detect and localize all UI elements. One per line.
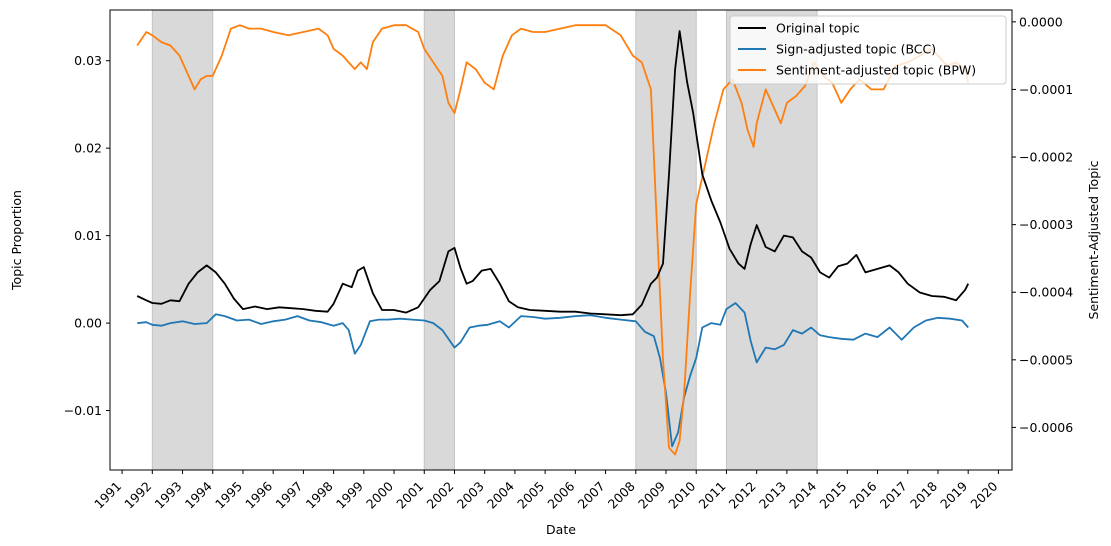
legend-label-2: Sentiment-adjusted topic (BPW) xyxy=(776,63,976,78)
x-tick-label: 1992 xyxy=(121,479,154,512)
series-line-1 xyxy=(137,302,969,448)
x-tick-label: 2005 xyxy=(514,479,547,512)
y-right-tick-label: −0.0001 xyxy=(1019,82,1073,97)
legend: Original topic Sign-adjusted topic (BCC) S… xyxy=(729,15,1007,85)
x-tick-label: 2012 xyxy=(726,479,759,512)
x-tick-label: 2016 xyxy=(847,478,880,511)
x-tick-label: 1997 xyxy=(272,479,305,512)
x-tick-label: 2004 xyxy=(484,478,517,511)
x-tick-label: 2017 xyxy=(877,479,910,512)
x-tick-label: 2019 xyxy=(937,478,970,511)
legend-box xyxy=(729,15,1007,85)
y-left-tick-label: 0.00 xyxy=(74,316,102,331)
y-left-tick-label: 0.01 xyxy=(74,228,102,243)
x-tick-label: 1998 xyxy=(303,478,336,511)
y-right-tick-label: −0.0006 xyxy=(1019,420,1073,435)
y-left-tick-label: −0.01 xyxy=(64,403,102,418)
x-tick-label: 1996 xyxy=(242,478,275,511)
series-line-2 xyxy=(136,24,970,456)
x-tick-label: 2020 xyxy=(967,478,1000,511)
y-axis-label-right: Sentiment-Adjusted Topic xyxy=(1086,160,1101,319)
y-right-tick-label: −0.0002 xyxy=(1019,150,1073,165)
x-axis-label: Date xyxy=(546,522,576,537)
x-tick-label: 2008 xyxy=(605,478,638,511)
x-tick-label: 1999 xyxy=(333,478,366,511)
x-tick-label: 1991 xyxy=(91,479,124,512)
legend-label-0: Original topic xyxy=(776,21,860,36)
x-tick-label: 2014 xyxy=(786,478,819,511)
shaded-period-1 xyxy=(423,9,455,471)
x-tick-label: 2015 xyxy=(816,479,849,512)
y-right-tick-label: −0.0003 xyxy=(1019,217,1073,232)
x-tick-label: 2010 xyxy=(665,478,698,511)
y-axis-left: −0.01 0.00 0.01 0.02 0.03 xyxy=(64,53,110,418)
x-tick-label: 1994 xyxy=(182,478,215,511)
series-lines xyxy=(136,24,970,456)
legend-label-1: Sign-adjusted topic (BCC) xyxy=(776,42,936,57)
x-tick-label: 2001 xyxy=(393,479,426,512)
y-right-tick-label: −0.0004 xyxy=(1019,285,1073,300)
x-tick-label: 1993 xyxy=(152,479,185,512)
x-tick-label: 2002 xyxy=(424,479,457,512)
x-tick-label: 2000 xyxy=(363,478,396,511)
y-left-tick-label: 0.03 xyxy=(74,53,102,68)
x-tick-label: 1995 xyxy=(212,479,245,512)
y-axis-label-left: Topic Proportion xyxy=(9,190,24,291)
x-tick-label: 2007 xyxy=(575,479,608,512)
x-tick-label: 2018 xyxy=(907,478,940,511)
x-axis: 1991199219931994199519961997199819992000… xyxy=(91,470,1001,512)
y-left-tick-label: 0.02 xyxy=(74,141,102,156)
series-line-0 xyxy=(136,30,970,317)
shaded-periods xyxy=(151,9,818,471)
y-axis-right: −0.0006 −0.0005 −0.0004 −0.0003 −0.0002 −0.00… xyxy=(1012,14,1073,435)
shaded-period-0 xyxy=(151,9,214,471)
x-tick-label: 2013 xyxy=(756,479,789,512)
shaded-period-3 xyxy=(725,9,818,471)
plot-frame xyxy=(109,9,1013,471)
x-tick-label: 2011 xyxy=(695,479,728,512)
x-tick-label: 2003 xyxy=(454,479,487,512)
x-tick-label: 2006 xyxy=(544,478,577,511)
y-right-tick-label: 0.0000 xyxy=(1019,14,1063,29)
y-right-tick-label: −0.0005 xyxy=(1019,352,1073,367)
x-tick-label: 2009 xyxy=(635,478,668,511)
